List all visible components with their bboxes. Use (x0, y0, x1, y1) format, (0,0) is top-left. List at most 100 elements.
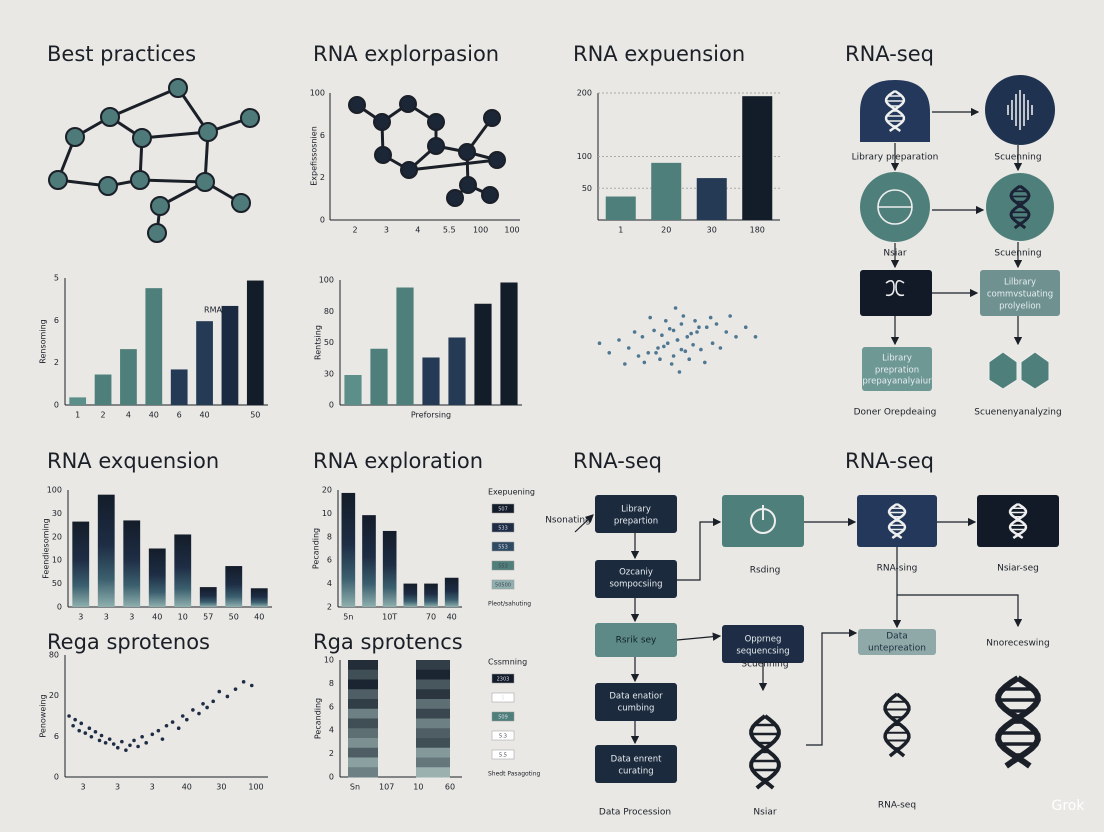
bar (246, 280, 264, 405)
x-tick-label: 100 (473, 226, 488, 235)
bar (221, 305, 239, 405)
bar (145, 288, 163, 405)
dna-strand (1009, 184, 1031, 230)
y-axis-label: Expefissosnien (310, 126, 319, 186)
heat-cell (416, 669, 450, 680)
point (669, 362, 674, 366)
heat-cell (348, 679, 378, 690)
point (77, 728, 82, 733)
bar (148, 548, 166, 607)
point (626, 346, 631, 350)
point (718, 346, 723, 350)
bar (651, 162, 682, 220)
flow-label: prepration (875, 366, 919, 376)
x-tick-label: 180 (750, 226, 765, 235)
atom (373, 113, 391, 131)
y-tick-label: 30 (52, 509, 62, 518)
legend-swatch (491, 711, 515, 722)
y-tick-label: 50 (52, 579, 62, 588)
y-tick-label: 8 (327, 532, 332, 541)
flow-box (860, 270, 932, 316)
bar (422, 357, 440, 405)
bar (196, 321, 213, 405)
heat-cell (416, 660, 450, 671)
point (89, 734, 94, 739)
dna-strand (887, 502, 907, 540)
point (679, 322, 684, 326)
legend-swatch (491, 749, 515, 760)
bar (225, 566, 243, 607)
x-tick-label: 40 (254, 613, 264, 622)
dna-strand (1009, 184, 1031, 230)
arrow (574, 514, 594, 533)
atom (98, 176, 118, 196)
flow-label: Data (886, 632, 908, 642)
title: RNA explorpasion (313, 42, 499, 66)
point (607, 351, 612, 355)
bar (120, 349, 137, 405)
y-tick-label: 0 (57, 603, 62, 612)
y-tick-label: 2 (54, 358, 59, 367)
y-tick-label: 80 (324, 307, 334, 316)
flow-box (595, 623, 677, 657)
legend-swatch (491, 541, 515, 552)
y-tick-label: 4 (329, 726, 334, 735)
x-tick-label: 50 (229, 613, 239, 622)
point (677, 370, 682, 374)
flow-box (595, 560, 677, 598)
point (176, 726, 181, 730)
legend-label: 509 (498, 715, 508, 721)
x-tick-label: 40 (149, 411, 159, 420)
heat-cell (348, 757, 378, 768)
point (636, 354, 641, 358)
point (150, 732, 155, 737)
section-title: RNA-seq (845, 449, 934, 473)
point (241, 680, 246, 684)
chart-title: RNA exploration (313, 449, 483, 473)
x-tick-label: 60 (445, 783, 455, 792)
legend-title: Cssmning (488, 658, 527, 667)
point (79, 721, 84, 726)
x-tick-label: 3 (129, 613, 134, 622)
hexagon (988, 351, 1018, 390)
heat-cell (416, 689, 450, 700)
bar (396, 287, 414, 405)
bar (382, 530, 397, 607)
flow-label: Library (621, 505, 651, 515)
y-tick-label: 20 (52, 532, 62, 541)
flow-label: prepayanalyaiur (862, 377, 932, 387)
flow-label: untepreation (868, 644, 926, 654)
flow-box (858, 629, 936, 655)
arrow (677, 517, 722, 581)
dna-strand (887, 502, 907, 540)
bar (424, 583, 438, 607)
point (662, 344, 666, 349)
x-tick-label: 57 (203, 613, 213, 622)
point (710, 341, 715, 346)
point (191, 708, 195, 712)
x-tick-label: 3 (115, 783, 120, 792)
point (617, 338, 621, 342)
bar (123, 520, 141, 607)
atom (399, 95, 417, 113)
point (648, 315, 652, 320)
bar (448, 337, 466, 405)
flow-label: Rsrik sey (616, 636, 657, 646)
point (99, 733, 104, 738)
x-tick-label: 1 (618, 226, 623, 235)
point (658, 357, 662, 362)
heat-cell (416, 699, 450, 710)
flow-label: Opprneg (745, 635, 782, 645)
x-tick-label: 5n (343, 613, 353, 622)
atom (240, 108, 260, 128)
chart-title: Rega sprotenos (47, 630, 210, 654)
legend-label: 5 (501, 696, 504, 702)
atom (446, 189, 464, 207)
legend-swatch (491, 560, 515, 571)
flow-box (722, 495, 804, 547)
x-tick-label: 107 (379, 783, 394, 792)
flow-label: curating (618, 767, 653, 777)
point (679, 347, 684, 352)
bar (97, 494, 115, 607)
